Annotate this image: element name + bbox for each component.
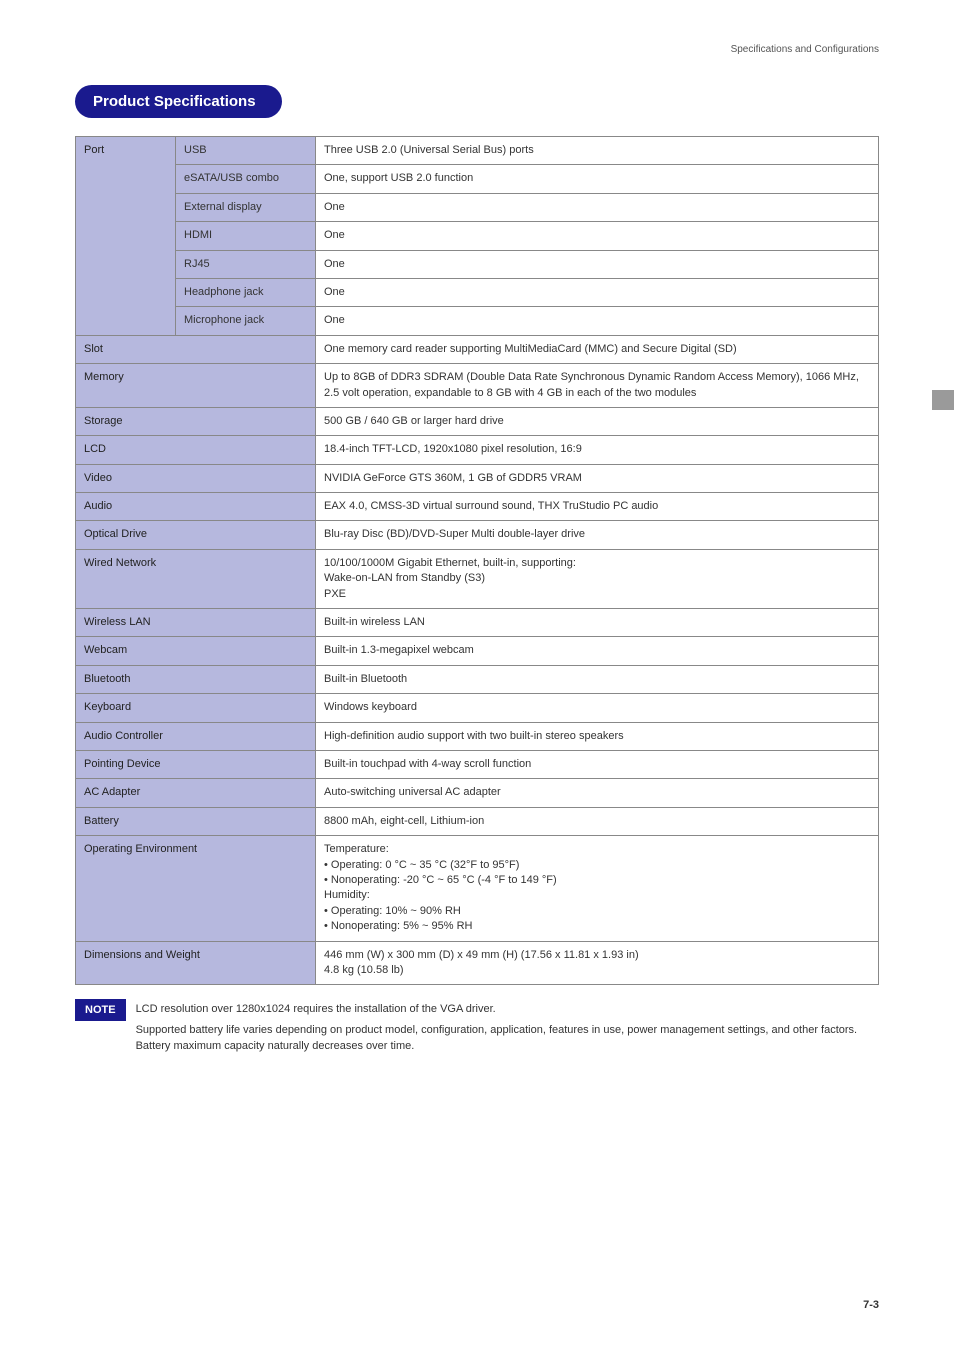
table-row: PortUSBThree USB 2.0 (Universal Serial B… (76, 137, 879, 165)
sub-label: USB (176, 137, 316, 165)
table-row: Battery8800 mAh, eight-cell, Lithium-ion (76, 807, 879, 835)
spec-table: PortUSBThree USB 2.0 (Universal Serial B… (75, 136, 879, 985)
row-value: Up to 8GB of DDR3 SDRAM (Double Data Rat… (316, 364, 879, 408)
table-row: eSATA/USB comboOne, support USB 2.0 func… (76, 165, 879, 193)
breadcrumb: Specifications and Configurations (731, 44, 879, 55)
table-row: RJ45One (76, 250, 879, 278)
row-value: One (316, 307, 879, 335)
table-row: Pointing DeviceBuilt-in touchpad with 4-… (76, 750, 879, 778)
side-tab (932, 390, 954, 410)
note-box: NOTE LCD resolution over 1280x1024 requi… (75, 999, 879, 1059)
table-row: AudioEAX 4.0, CMSS-3D virtual surround s… (76, 493, 879, 521)
page-title: Product Specifications (75, 85, 282, 118)
row-value: Windows keyboard (316, 694, 879, 722)
row-label: Storage (76, 407, 316, 435)
row-value: Built-in Bluetooth (316, 665, 879, 693)
row-value: One (316, 278, 879, 306)
note-badge: NOTE (75, 999, 126, 1021)
table-row: LCD18.4-inch TFT-LCD, 1920x1080 pixel re… (76, 436, 879, 464)
row-value: One (316, 222, 879, 250)
table-row: Optical DriveBlu-ray Disc (BD)/DVD-Super… (76, 521, 879, 549)
row-label: Webcam (76, 637, 316, 665)
note-text: LCD resolution over 1280x1024 requires t… (136, 999, 879, 1059)
table-row: AC AdapterAuto-switching universal AC ad… (76, 779, 879, 807)
row-label: Video (76, 464, 316, 492)
table-row: Operating EnvironmentTemperature:• Opera… (76, 836, 879, 941)
table-row: MemoryUp to 8GB of DDR3 SDRAM (Double Da… (76, 364, 879, 408)
table-row: Dimensions and Weight446 mm (W) x 300 mm… (76, 941, 879, 985)
row-value: Built-in wireless LAN (316, 609, 879, 637)
row-label: Bluetooth (76, 665, 316, 693)
note-line: Supported battery life varies depending … (136, 1022, 879, 1055)
row-value: Three USB 2.0 (Universal Serial Bus) por… (316, 137, 879, 165)
row-label: Keyboard (76, 694, 316, 722)
row-label: Battery (76, 807, 316, 835)
group-label: Port (76, 137, 176, 336)
row-value: One memory card reader supporting MultiM… (316, 335, 879, 363)
row-value: 18.4-inch TFT-LCD, 1920x1080 pixel resol… (316, 436, 879, 464)
sub-label: HDMI (176, 222, 316, 250)
row-value: 500 GB / 640 GB or larger hard drive (316, 407, 879, 435)
table-row: External displayOne (76, 193, 879, 221)
row-label: Slot (76, 335, 316, 363)
sub-label: RJ45 (176, 250, 316, 278)
row-value: Built-in 1.3-megapixel webcam (316, 637, 879, 665)
row-value: Built-in touchpad with 4-way scroll func… (316, 750, 879, 778)
row-label: Pointing Device (76, 750, 316, 778)
row-value: One (316, 250, 879, 278)
table-row: WebcamBuilt-in 1.3-megapixel webcam (76, 637, 879, 665)
row-value: 8800 mAh, eight-cell, Lithium-ion (316, 807, 879, 835)
table-row: Wireless LANBuilt-in wireless LAN (76, 609, 879, 637)
sub-label: eSATA/USB combo (176, 165, 316, 193)
page-number: 7-3 (863, 1299, 879, 1311)
table-row: KeyboardWindows keyboard (76, 694, 879, 722)
row-value: One (316, 193, 879, 221)
table-row: Microphone jackOne (76, 307, 879, 335)
row-value: NVIDIA GeForce GTS 360M, 1 GB of GDDR5 V… (316, 464, 879, 492)
row-label: Audio Controller (76, 722, 316, 750)
row-label: LCD (76, 436, 316, 464)
row-value: 10/100/1000M Gigabit Ethernet, built-in,… (316, 549, 879, 608)
spec-table-body: PortUSBThree USB 2.0 (Universal Serial B… (76, 137, 879, 985)
row-value: Auto-switching universal AC adapter (316, 779, 879, 807)
row-label: Operating Environment (76, 836, 316, 941)
table-row: Audio ControllerHigh-definition audio su… (76, 722, 879, 750)
row-label: Wired Network (76, 549, 316, 608)
note-line: LCD resolution over 1280x1024 requires t… (136, 1001, 879, 1018)
row-label: Audio (76, 493, 316, 521)
row-label: Wireless LAN (76, 609, 316, 637)
table-row: Storage500 GB / 640 GB or larger hard dr… (76, 407, 879, 435)
table-row: VideoNVIDIA GeForce GTS 360M, 1 GB of GD… (76, 464, 879, 492)
table-row: Wired Network10/100/1000M Gigabit Ethern… (76, 549, 879, 608)
table-row: BluetoothBuilt-in Bluetooth (76, 665, 879, 693)
row-value: High-definition audio support with two b… (316, 722, 879, 750)
sub-label: Microphone jack (176, 307, 316, 335)
table-row: SlotOne memory card reader supporting Mu… (76, 335, 879, 363)
row-value: Temperature:• Operating: 0 °C ~ 35 °C (3… (316, 836, 879, 941)
sub-label: External display (176, 193, 316, 221)
page-container: Specifications and Configurations Produc… (0, 0, 954, 1099)
row-label: Optical Drive (76, 521, 316, 549)
row-value: One, support USB 2.0 function (316, 165, 879, 193)
row-label: AC Adapter (76, 779, 316, 807)
table-row: HDMIOne (76, 222, 879, 250)
sub-label: Headphone jack (176, 278, 316, 306)
row-label: Memory (76, 364, 316, 408)
row-value: Blu-ray Disc (BD)/DVD-Super Multi double… (316, 521, 879, 549)
row-value: 446 mm (W) x 300 mm (D) x 49 mm (H) (17.… (316, 941, 879, 985)
table-row: Headphone jackOne (76, 278, 879, 306)
row-value: EAX 4.0, CMSS-3D virtual surround sound,… (316, 493, 879, 521)
row-label: Dimensions and Weight (76, 941, 316, 985)
